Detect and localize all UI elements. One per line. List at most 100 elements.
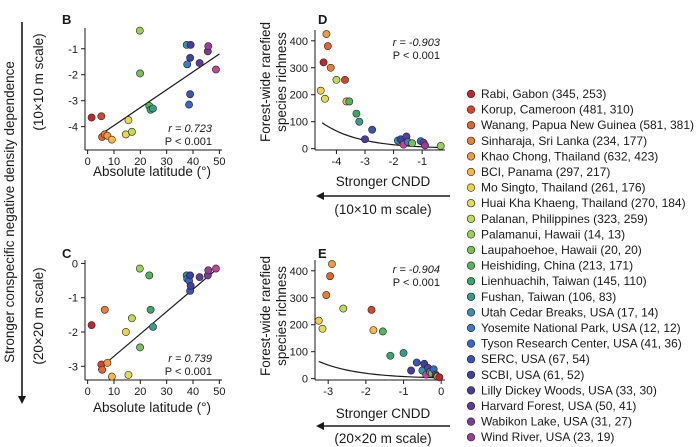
- y-tick-label: -2: [68, 327, 78, 339]
- legend-swatch: [466, 183, 476, 192]
- legend-swatch: [466, 386, 476, 395]
- data-point: [98, 365, 107, 374]
- data-point: [136, 343, 144, 352]
- legend-label: SCBI, USA (61, 52): [481, 368, 584, 382]
- data-point: [212, 264, 220, 273]
- data-point: [378, 327, 387, 336]
- data-point: [97, 112, 106, 121]
- panel-b-ylabel: (10×10 m scale): [31, 33, 46, 130]
- legend-swatch: [466, 136, 476, 145]
- legend-swatch: [466, 245, 476, 255]
- data-point: [322, 291, 331, 299]
- y-tick-label: 0: [302, 144, 308, 156]
- data-point: [107, 372, 116, 381]
- legend-label: Wabikon Lake, USA (31, 27): [481, 415, 632, 429]
- data-point: [386, 351, 395, 360]
- legend-label: Lienhuachih, Taiwan (145, 110): [481, 274, 647, 288]
- data-point: [204, 42, 213, 51]
- x-tick-label: 40: [187, 156, 199, 168]
- data-point: [145, 271, 154, 280]
- data-point: [124, 370, 133, 379]
- data-point: [399, 349, 408, 357]
- panel-c-letter: C: [62, 246, 72, 261]
- data-point: [185, 100, 193, 109]
- legend-swatch: [466, 323, 476, 333]
- x-tick-label: 0: [85, 386, 91, 398]
- legend-label: Lilly Dickey Woods, USA (33, 30): [481, 383, 657, 397]
- data-point: [186, 271, 195, 280]
- data-point: [326, 63, 335, 72]
- panel-c-xlabel: Absolute latitude (°): [93, 400, 211, 415]
- data-point: [369, 326, 378, 335]
- x-tick-label: 20: [134, 386, 146, 398]
- x-tick-label: 10: [108, 386, 120, 398]
- panel-d-ylabel-line1: Forest-wide rarefied: [258, 22, 273, 142]
- legend-swatch: [466, 370, 476, 379]
- panel-d-r: r = -0.903: [393, 37, 441, 49]
- legend-swatch: [466, 152, 476, 161]
- data-point: [319, 58, 328, 67]
- x-tick-label: 10: [108, 156, 120, 168]
- data-point: [322, 30, 331, 38]
- data-point: [100, 305, 109, 314]
- panel-b-xlabel: Absolute latitude (°): [93, 164, 211, 179]
- panel-d-scale-label: (10×10 m scale): [334, 202, 431, 217]
- y-tick-label: -3: [68, 96, 78, 108]
- data-point: [314, 316, 323, 325]
- legend-swatch: [466, 433, 476, 442]
- data-point: [121, 328, 130, 336]
- data-point: [339, 304, 348, 313]
- y-tick-label: 400: [290, 266, 308, 278]
- fit-line: [100, 53, 220, 135]
- x-tick-label: 30: [161, 156, 173, 168]
- legend-swatch: [466, 292, 476, 301]
- main-y-label: Stronger conspecific negative density de…: [2, 61, 17, 363]
- data-point: [149, 104, 157, 113]
- data-point: [341, 75, 349, 84]
- legend-swatch: [466, 355, 476, 364]
- panel-c-ylabel: (20×20 m scale): [31, 267, 46, 364]
- panel-b-letter: B: [62, 12, 71, 27]
- y-tick-label: 300: [290, 63, 308, 75]
- data-point: [186, 53, 195, 62]
- legend-swatch: [466, 105, 476, 114]
- legend-label: Palanan, Philippines (323, 259): [481, 212, 648, 226]
- x-tick-label: -1: [417, 156, 427, 168]
- x-tick-label: -3: [360, 156, 370, 168]
- data-point: [124, 116, 133, 125]
- y-tick-label: 200: [290, 320, 308, 332]
- y-tick-label: 400: [290, 36, 308, 48]
- panel-e: E Forest-wide rarefied species richness …: [258, 246, 450, 446]
- legend-swatch: [466, 121, 476, 130]
- x-tick-label: -3: [323, 386, 333, 398]
- panel-b-p: P < 0.001: [165, 136, 212, 148]
- legend-label: Heishiding, China (213, 171): [481, 259, 633, 273]
- panel-e-scale-label: (20×20 m scale): [334, 431, 431, 446]
- data-point: [332, 75, 341, 84]
- data-point: [345, 97, 354, 106]
- panel-e-xlabel: Stronger CNDD: [336, 406, 431, 421]
- data-point: [368, 125, 377, 134]
- legend-label: Huai Kha Khaeng, Thailand (270, 184): [481, 196, 686, 210]
- y-tick-label: 300: [290, 293, 308, 305]
- legend-swatch: [466, 308, 476, 317]
- legend-swatch: [466, 230, 476, 239]
- legend-label: BCI, Panama (297, 217): [481, 165, 610, 179]
- legend-label: Harvard Forest, USA (50, 41): [481, 399, 636, 413]
- data-point: [136, 69, 144, 78]
- data-point: [318, 324, 327, 333]
- x-tick-label: 30: [161, 386, 173, 398]
- legend-label: Mo Singto, Thailand (261, 176): [481, 181, 646, 195]
- data-point: [321, 94, 329, 103]
- x-tick-label: 40: [187, 386, 199, 398]
- data-point: [183, 60, 192, 69]
- legend-label: Tyson Research Center, USA (41, 36): [481, 337, 682, 351]
- data-point: [367, 305, 376, 314]
- data-point: [355, 117, 364, 126]
- data-point: [149, 322, 157, 331]
- panel-d-ylabel-line2: species richness: [274, 32, 289, 132]
- data-point: [412, 358, 421, 367]
- x-tick-label: -4: [332, 156, 342, 168]
- panel-d-xlabel: Stronger CNDD: [336, 174, 431, 189]
